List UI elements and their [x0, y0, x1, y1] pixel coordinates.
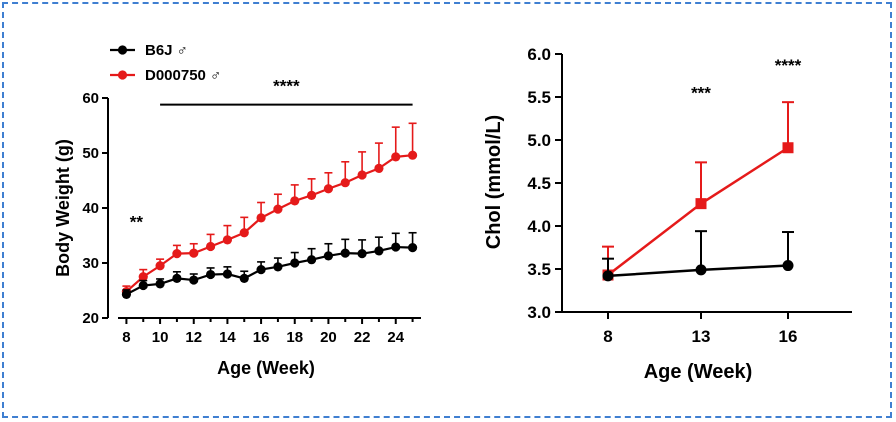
axes: 3.0 3.5 4.0 4.5 5.0 5.5 6.0 8 13 16	[527, 45, 852, 346]
x-tick-label: 13	[692, 327, 711, 346]
x-tick-label: 14	[219, 329, 236, 346]
data-point	[189, 275, 199, 285]
y-tick-label: 4.0	[527, 217, 551, 236]
significance-label: ***	[691, 84, 711, 103]
data-point	[256, 213, 266, 223]
x-tick-label: 8	[603, 327, 612, 346]
x-tick-label: 16	[779, 327, 798, 346]
data-point	[323, 251, 334, 261]
data-point	[121, 289, 132, 299]
data-point	[138, 280, 148, 291]
x-tick-label: 20	[320, 329, 337, 346]
x-tick-label: 22	[354, 329, 371, 346]
x-tick-label: 8	[122, 329, 130, 346]
data-point	[782, 260, 794, 272]
x-tick-label: 24	[387, 329, 404, 346]
data-point	[239, 273, 249, 283]
axes: 20 30 40 50 60 8 10 12 14 16 18 20 22 24	[82, 90, 421, 346]
plot-area: *******	[602, 56, 802, 282]
y-tick-label: 5.5	[527, 88, 551, 107]
data-point	[391, 152, 401, 162]
data-point	[374, 163, 384, 173]
data-point	[357, 170, 367, 180]
data-point	[391, 242, 401, 252]
data-point	[172, 273, 182, 283]
data-point	[782, 142, 794, 154]
data-point	[374, 246, 384, 256]
data-point	[189, 248, 199, 258]
plot-area: ******	[121, 76, 418, 299]
data-point	[290, 258, 300, 268]
series-b6j	[602, 230, 794, 282]
x-axis-title: Age (Week)	[217, 358, 315, 378]
x-axis-title: Age (Week)	[644, 361, 753, 383]
y-tick-label: 4.5	[527, 174, 551, 193]
body-weight-chart: B6J ♂ D000750 ♂ 20 30 40 50 60 8 10 12 14 16 18 20 22…	[53, 42, 421, 378]
data-point	[172, 249, 182, 259]
series-d000750	[121, 122, 418, 297]
y-tick-label: 3.0	[527, 303, 551, 322]
cholesterol-chart: 3.03.54.04.55.05.56.08 13 16 ******* Age (…	[483, 45, 852, 383]
data-point	[602, 270, 614, 282]
y-tick-label: 6.0	[527, 45, 551, 64]
data-point	[357, 249, 367, 259]
y-axis-title: Chol (mmol/L)	[483, 115, 505, 249]
significance-label: **	[130, 212, 144, 231]
series-b6j	[121, 231, 418, 299]
legend-item-d000750: D000750 ♂	[110, 67, 221, 84]
x-tick-label: 16	[253, 329, 270, 346]
data-point	[695, 264, 707, 276]
data-point	[340, 178, 350, 188]
y-tick-label: 3.5	[527, 260, 551, 279]
series-d000750	[602, 101, 794, 281]
data-point	[273, 262, 283, 272]
legend: B6J ♂ D000750 ♂	[110, 42, 221, 84]
series-line	[125, 245, 413, 296]
data-point	[205, 241, 216, 252]
data-point	[407, 150, 418, 160]
legend-label: B6J ♂	[145, 42, 188, 59]
legend-marker	[117, 45, 128, 55]
data-point	[256, 265, 266, 275]
x-tick-label: 12	[185, 329, 202, 346]
data-point	[340, 248, 350, 258]
data-point	[306, 190, 317, 200]
y-axis-title: Body Weight (g)	[53, 139, 73, 277]
data-point	[222, 235, 233, 245]
data-point	[273, 204, 283, 214]
series-line	[607, 146, 789, 277]
data-point	[290, 196, 300, 206]
y-tick-label: 20	[82, 310, 99, 327]
data-point	[239, 228, 249, 238]
data-point	[323, 184, 334, 194]
data-point	[155, 279, 165, 289]
data-point	[695, 198, 707, 210]
x-tick-label: 10	[152, 329, 169, 346]
series-line	[125, 154, 413, 293]
data-point	[155, 261, 165, 271]
significance-label: ****	[273, 76, 300, 95]
y-tick-label: 40	[82, 200, 99, 217]
data-point	[205, 269, 216, 280]
y-tick-label: 5.0	[527, 131, 551, 150]
data-point	[138, 272, 148, 282]
figure-frame	[2, 2, 892, 418]
data-point	[306, 255, 317, 265]
legend-label: D000750 ♂	[145, 67, 221, 84]
data-point	[407, 243, 418, 253]
y-tick-label: 30	[82, 255, 99, 272]
significance-label: ****	[775, 56, 802, 75]
data-point	[222, 269, 233, 279]
y-tick-label: 50	[82, 145, 99, 162]
x-tick-label: 18	[286, 329, 303, 346]
legend-marker	[117, 70, 128, 80]
y-tick-label: 60	[82, 90, 99, 107]
legend-item-b6j: B6J ♂	[110, 42, 188, 59]
